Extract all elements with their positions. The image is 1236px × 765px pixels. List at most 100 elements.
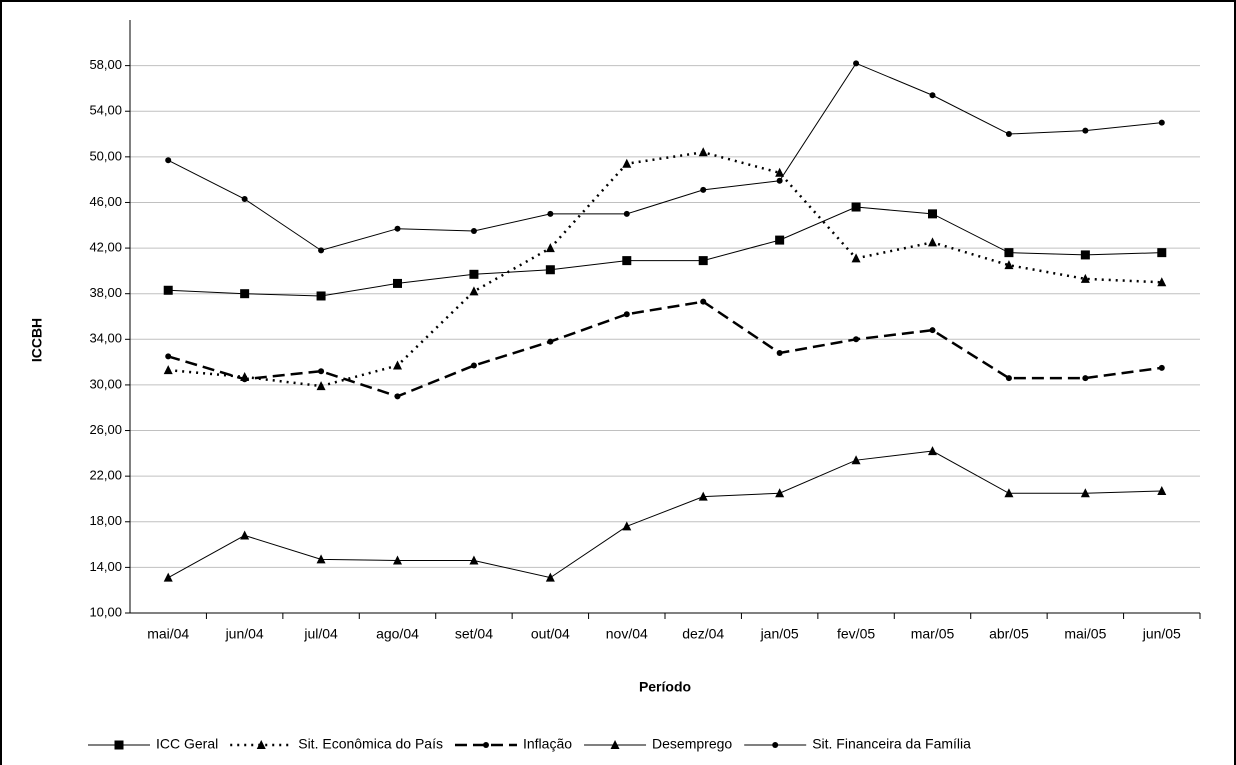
marker (469, 555, 479, 565)
marker (853, 336, 860, 343)
legend-label: Inflação (523, 736, 572, 752)
y-tick-label: 18,00 (89, 513, 122, 528)
marker (776, 349, 783, 356)
marker (469, 269, 479, 279)
marker (851, 253, 861, 263)
marker (622, 256, 632, 266)
x-tick-label: mai/05 (1064, 626, 1106, 642)
x-tick-label: fev/05 (837, 626, 875, 642)
marker (1158, 364, 1165, 371)
y-tick-label: 30,00 (89, 376, 122, 391)
marker (698, 256, 708, 266)
y-tick-label: 42,00 (89, 240, 122, 255)
y-tick-label: 54,00 (89, 103, 122, 118)
marker (163, 572, 173, 582)
marker (622, 158, 632, 168)
y-tick-label: 26,00 (89, 422, 122, 437)
marker (165, 353, 172, 360)
y-tick-label: 38,00 (89, 285, 122, 300)
marker (929, 92, 936, 99)
y-axis-title: ICCBH (29, 318, 45, 362)
marker (316, 554, 326, 564)
marker (165, 157, 172, 164)
marker (163, 365, 173, 375)
marker (851, 202, 861, 212)
marker (394, 393, 401, 400)
marker (547, 210, 554, 217)
marker (1082, 375, 1089, 382)
marker (469, 286, 479, 296)
marker (1080, 273, 1090, 283)
marker (256, 740, 266, 749)
legend-label: Sit. Financeira da Família (812, 736, 971, 752)
x-tick-label: jul/04 (303, 626, 338, 642)
marker (1158, 119, 1165, 126)
x-axis-title: Período (639, 679, 691, 695)
marker (775, 488, 785, 498)
y-tick-label: 14,00 (89, 559, 122, 574)
x-tick-label: set/04 (455, 626, 493, 642)
marker (470, 227, 477, 234)
marker (928, 446, 937, 456)
marker (1005, 375, 1012, 382)
marker (700, 186, 707, 193)
marker (1004, 488, 1014, 498)
marker (1082, 127, 1089, 134)
marker (240, 530, 250, 540)
marker (853, 60, 860, 67)
marker (775, 235, 785, 245)
marker (698, 147, 708, 157)
marker (393, 555, 402, 565)
marker (1080, 250, 1090, 260)
marker (929, 327, 936, 334)
marker (393, 360, 402, 370)
legend-label: Sit. Econômica do País (298, 736, 443, 752)
y-tick-label: 10,00 (89, 604, 122, 619)
x-tick-label: jun/05 (1142, 626, 1181, 642)
marker (241, 196, 248, 203)
x-tick-label: nov/04 (606, 626, 648, 642)
marker (1005, 131, 1012, 138)
legend-label: ICC Geral (156, 736, 218, 752)
y-tick-label: 58,00 (89, 57, 122, 72)
marker (1004, 260, 1014, 270)
marker (622, 521, 632, 531)
marker (772, 742, 779, 748)
marker (547, 338, 554, 345)
marker (700, 298, 707, 305)
marker (1157, 248, 1167, 258)
marker (1080, 488, 1090, 498)
x-tick-label: ago/04 (376, 626, 419, 642)
marker (545, 265, 555, 275)
x-tick-label: dez/04 (682, 626, 724, 642)
marker (776, 177, 783, 184)
marker (241, 376, 248, 383)
marker (318, 368, 325, 375)
marker (851, 455, 861, 465)
marker (545, 572, 555, 582)
marker (775, 167, 785, 177)
marker (318, 247, 325, 254)
marker (114, 740, 124, 750)
marker (623, 311, 630, 318)
x-tick-label: out/04 (531, 626, 570, 642)
y-tick-label: 50,00 (89, 148, 122, 163)
marker (394, 225, 401, 232)
marker (1157, 277, 1167, 287)
marker (610, 740, 620, 749)
marker (393, 278, 402, 288)
y-tick-label: 22,00 (89, 468, 122, 483)
marker (470, 362, 477, 369)
x-tick-label: jun/04 (225, 626, 264, 642)
marker (623, 210, 630, 217)
marker (928, 209, 937, 219)
x-tick-label: abr/05 (989, 626, 1029, 642)
x-tick-label: jan/05 (760, 626, 799, 642)
legend-label: Desemprego (652, 736, 732, 752)
series-line (167, 450, 1162, 579)
marker (698, 491, 708, 501)
y-tick-label: 46,00 (89, 194, 122, 209)
series-line (167, 300, 1162, 398)
